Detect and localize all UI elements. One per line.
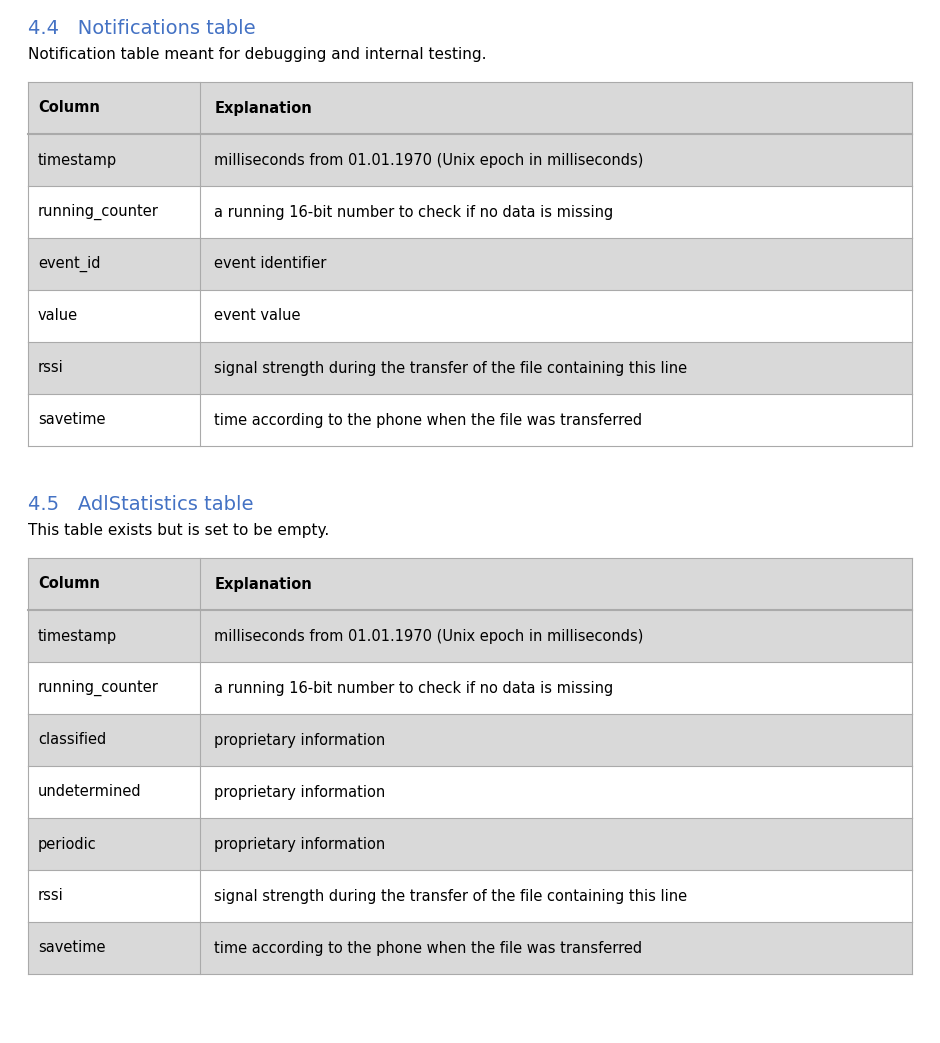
Text: savetime: savetime [38, 941, 105, 955]
Text: savetime: savetime [38, 412, 105, 428]
Text: signal strength during the transfer of the file containing this line: signal strength during the transfer of t… [214, 889, 687, 903]
Text: classified: classified [38, 732, 106, 748]
Bar [28, 558, 912, 610]
Text: value: value [38, 309, 78, 323]
Text: timestamp: timestamp [38, 629, 118, 644]
Text: a running 16-bit number to check if no data is missing: a running 16-bit number to check if no d… [214, 680, 614, 696]
Text: 4.5   AdlStatistics table: 4.5 AdlStatistics table [28, 495, 254, 514]
Text: proprietary information: proprietary information [214, 732, 385, 748]
Text: Explanation: Explanation [214, 100, 312, 116]
Text: running_counter: running_counter [38, 680, 159, 696]
Bar [28, 818, 912, 870]
Bar [28, 394, 912, 446]
Text: Notification table meant for debugging and internal testing.: Notification table meant for debugging a… [28, 47, 487, 62]
Bar [28, 610, 912, 662]
Bar [28, 714, 912, 766]
Text: event identifier: event identifier [214, 257, 327, 271]
Bar [28, 186, 912, 238]
Text: proprietary information: proprietary information [214, 784, 385, 800]
Text: timestamp: timestamp [38, 152, 118, 168]
Text: milliseconds from 01.01.1970 (Unix epoch in milliseconds): milliseconds from 01.01.1970 (Unix epoch… [214, 152, 644, 168]
Bar [28, 134, 912, 186]
Bar [28, 662, 912, 714]
Text: proprietary information: proprietary information [214, 836, 385, 851]
Text: This table exists but is set to be empty.: This table exists but is set to be empty… [28, 523, 329, 538]
Bar [28, 766, 912, 818]
Text: event value: event value [214, 309, 301, 323]
Text: Explanation: Explanation [214, 577, 312, 591]
Text: event_id: event_id [38, 256, 101, 272]
Text: rssi: rssi [38, 889, 64, 903]
Bar [28, 342, 912, 394]
Bar [28, 82, 912, 134]
Text: 4.4   Notifications table: 4.4 Notifications table [28, 19, 256, 38]
Text: time according to the phone when the file was transferred: time according to the phone when the fil… [214, 941, 643, 955]
Bar [28, 290, 912, 342]
Text: signal strength during the transfer of the file containing this line: signal strength during the transfer of t… [214, 361, 687, 375]
Text: milliseconds from 01.01.1970 (Unix epoch in milliseconds): milliseconds from 01.01.1970 (Unix epoch… [214, 629, 644, 644]
Bar [28, 238, 912, 290]
Text: a running 16-bit number to check if no data is missing: a running 16-bit number to check if no d… [214, 204, 614, 219]
Text: rssi: rssi [38, 361, 64, 375]
Text: Column: Column [38, 577, 100, 591]
Bar [28, 922, 912, 974]
Text: periodic: periodic [38, 836, 97, 851]
Text: time according to the phone when the file was transferred: time according to the phone when the fil… [214, 412, 643, 428]
Bar [28, 870, 912, 922]
Text: undetermined: undetermined [38, 784, 142, 800]
Text: Column: Column [38, 100, 100, 116]
Text: running_counter: running_counter [38, 203, 159, 220]
